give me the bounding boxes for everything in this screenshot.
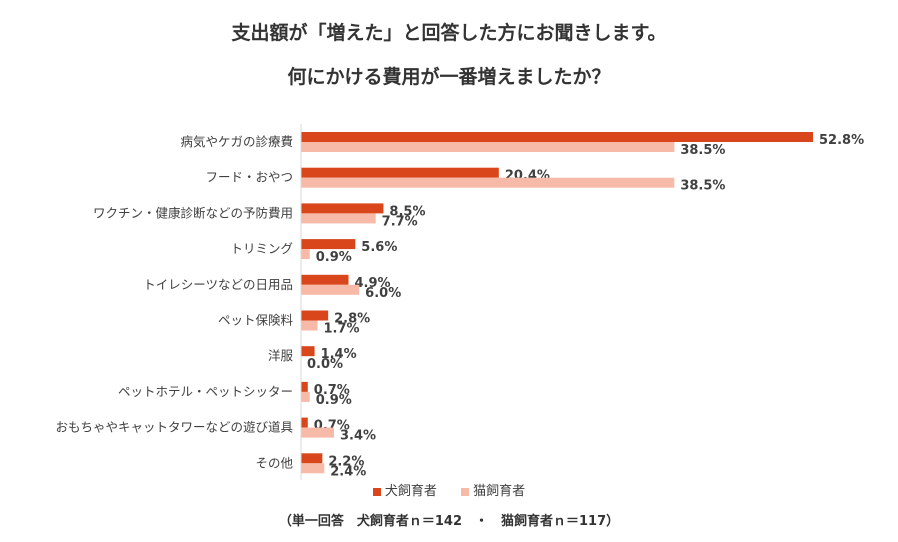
category-label: フード・おやつ bbox=[205, 170, 293, 185]
bar-dog bbox=[301, 274, 349, 285]
data-label-cat: 1.7% bbox=[323, 322, 359, 337]
legend-swatch-dog bbox=[372, 487, 381, 496]
data-label-dog: 0.7% bbox=[314, 383, 350, 398]
data-label-cat: 3.4% bbox=[340, 429, 376, 444]
bar-cat bbox=[301, 427, 334, 438]
data-label-dog: 2.2% bbox=[328, 454, 364, 469]
legend-label-cat: 猫飼育者 bbox=[473, 484, 526, 499]
chart-title-line1: 支出額が「増えた」と回答した方にお聞きします。 bbox=[231, 22, 667, 44]
bar-chart: 病気やケガの診療費 52.8%38.5%フード・おやつ 20.4%38.5%ワクチン… bbox=[55, 124, 864, 480]
category-label: ペットホテル・ペットシッター bbox=[118, 384, 293, 399]
bar-dog bbox=[301, 381, 308, 392]
data-label-dog: 5.6% bbox=[361, 240, 397, 255]
data-label-cat: 38.5% bbox=[680, 179, 725, 194]
category-label: おもちゃやキャットタワーなどの遊び道具 bbox=[55, 420, 293, 435]
legend-item-cat: 猫飼育者 bbox=[461, 480, 525, 499]
category-label: ペット保険料 bbox=[218, 313, 294, 328]
data-label-dog: 1.4% bbox=[321, 347, 357, 362]
bar-cat bbox=[301, 249, 310, 260]
data-label-cat: 7.7% bbox=[382, 214, 418, 229]
category-label: その他 bbox=[255, 455, 293, 470]
chart-legend: 犬飼育者 猫飼育者 bbox=[0, 480, 898, 499]
bar-dog bbox=[301, 346, 315, 357]
category-label: 洋服 bbox=[268, 348, 294, 363]
bar-cat bbox=[301, 320, 318, 331]
bar-cat bbox=[301, 463, 325, 474]
data-label-cat: 0.0% bbox=[307, 357, 343, 372]
data-label-cat: 38.5% bbox=[680, 143, 725, 158]
data-label-cat: 6.0% bbox=[365, 286, 401, 301]
data-label-dog: 2.8% bbox=[334, 312, 370, 327]
bar-cat bbox=[301, 284, 360, 295]
category-label: 病気やケガの診療費 bbox=[180, 134, 293, 149]
category-label: ワクチン・健康診断などの予防費用 bbox=[93, 205, 293, 220]
bar-dog bbox=[301, 310, 329, 321]
bar-cat bbox=[301, 391, 310, 402]
legend-swatch-cat bbox=[461, 487, 470, 496]
data-label-cat: 2.4% bbox=[330, 464, 366, 479]
bar-dog bbox=[301, 239, 356, 250]
bar-dog bbox=[301, 203, 384, 214]
data-label-dog: 52.8% bbox=[819, 133, 864, 148]
bar-dog bbox=[301, 453, 323, 464]
bar-dog bbox=[301, 417, 308, 428]
bar-dog bbox=[301, 167, 499, 178]
sample-size-note: （単一回答 犬飼育者ｎ＝142 ・ 猫飼育者ｎ＝117） bbox=[278, 514, 620, 529]
category-label: トイレシーツなどの日用品 bbox=[143, 277, 293, 292]
legend-label-dog: 犬飼育者 bbox=[384, 484, 437, 499]
data-label-cat: 0.9% bbox=[316, 250, 352, 265]
chart-title-line2: 何にかける費用が一番増えましたか？ bbox=[287, 66, 611, 88]
bar-dog bbox=[301, 132, 813, 142]
data-label-dog: 8.5% bbox=[389, 204, 425, 219]
bar-cat bbox=[301, 142, 675, 152]
legend-item-dog: 犬飼育者 bbox=[372, 480, 437, 499]
category-label: トリミング bbox=[230, 241, 293, 256]
data-label-dog: 4.9% bbox=[355, 276, 391, 291]
bar-cat bbox=[301, 213, 376, 224]
bar-cat bbox=[301, 177, 675, 188]
data-label-cat: 0.9% bbox=[316, 393, 352, 408]
